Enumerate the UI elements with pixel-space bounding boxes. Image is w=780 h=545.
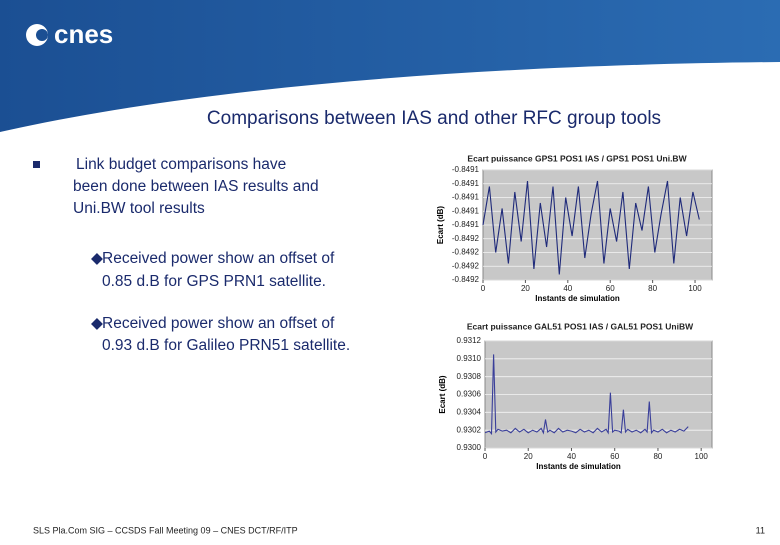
y-tick-label: 0.9310 (457, 354, 482, 363)
y-tick-label: 0.9308 (457, 372, 482, 381)
sub-bullet-text: Received power show an offset of (102, 250, 335, 267)
page-number: 11 (756, 525, 765, 535)
x-tick-label: 20 (521, 284, 530, 293)
logo: cnes (26, 19, 113, 49)
x-tick-label: 60 (606, 284, 615, 293)
x-tick-label: 80 (648, 284, 657, 293)
x-tick-label: 0 (483, 452, 488, 461)
bullet-square (33, 161, 40, 168)
sub-bullet-text: 0.85 d.B for GPS PRN1 satellite. (102, 273, 326, 290)
bullet-text: Uni.BW tool results (73, 200, 205, 217)
slide-title: Comparisons between IAS and other RFC gr… (207, 108, 661, 129)
x-tick-label: 100 (695, 452, 709, 461)
x-axis-label: Instants de simulation (535, 294, 620, 303)
x-tick-label: 20 (524, 452, 533, 461)
y-tick-label: -0.8491 (452, 179, 480, 188)
x-tick-label: 0 (481, 284, 486, 293)
y-tick-label: -0.8491 (452, 193, 480, 202)
data-line (484, 354, 689, 436)
bullet-text: Link budget comparisons have (76, 156, 286, 173)
y-axis-label: Ecart (dB) (436, 206, 445, 245)
x-tick-label: 80 (653, 452, 662, 461)
sub-bullet-marker: ◆ (91, 315, 104, 332)
y-tick-label: 0.9306 (457, 390, 482, 399)
x-tick-label: 60 (610, 452, 619, 461)
x-axis-label: Instants de simulation (536, 462, 621, 471)
y-tick-label: -0.8491 (452, 206, 480, 215)
y-tick-label: 0.9300 (457, 443, 482, 452)
y-tick-label: -0.8492 (452, 275, 480, 284)
y-tick-label: -0.8492 (452, 261, 480, 270)
sub-bullet-marker: ◆ (91, 250, 104, 267)
logo-text: cnes (54, 19, 113, 49)
y-tick-label: 0.9304 (457, 407, 482, 416)
bullet-text: been done between IAS results and (73, 178, 319, 195)
chart-title: Ecart puissance GAL51 POS1 IAS / GAL51 P… (467, 321, 694, 331)
chart-title: Ecart puissance GPS1 POS1 IAS / GPS1 POS… (467, 153, 687, 163)
footer: SLS Pla.Com SIG – CCSDS Fall Meeting 09 … (33, 525, 298, 535)
sub-bullet-text: 0.93 d.B for Galileo PRN51 satellite. (102, 337, 350, 354)
y-tick-label: -0.8492 (452, 248, 480, 257)
y-tick-label: 0.9312 (457, 336, 482, 345)
x-tick-label: 100 (688, 284, 702, 293)
sub-bullet-text: Received power show an offset of (102, 315, 335, 332)
y-axis-label: Ecart (dB) (438, 375, 447, 414)
y-tick-label: -0.8492 (452, 234, 480, 243)
x-tick-label: 40 (563, 284, 572, 293)
y-tick-label: 0.9302 (457, 425, 482, 434)
data-line (482, 180, 700, 275)
header-band (0, 0, 780, 132)
x-tick-label: 40 (567, 452, 576, 461)
y-tick-label: -0.8491 (452, 220, 480, 229)
y-tick-label: -0.8491 (452, 165, 480, 174)
